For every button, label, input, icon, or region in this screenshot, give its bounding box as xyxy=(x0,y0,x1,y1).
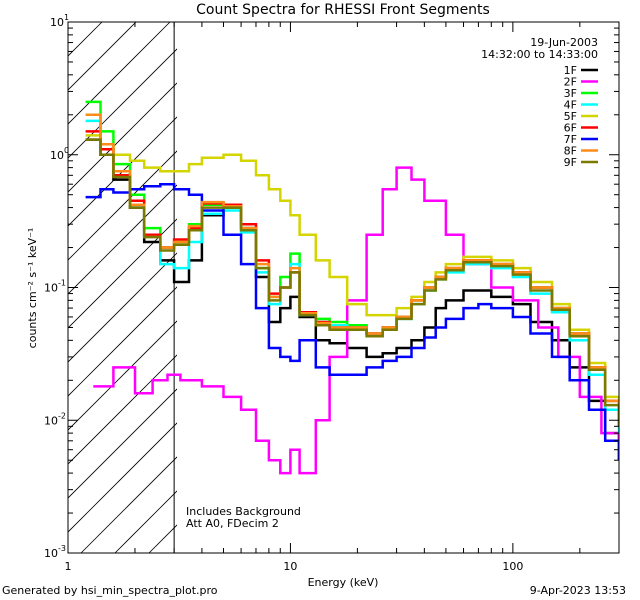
series-line-4F xyxy=(85,119,619,434)
y-tick-label: 100 xyxy=(50,146,69,162)
annotation-attenuator: Att A0, FDecim 2 xyxy=(186,517,279,530)
legend-label-8F: 8F xyxy=(564,145,577,158)
observation-date: 19-Jun-2003 xyxy=(530,36,598,49)
annotation-background: Includes Background xyxy=(186,505,301,518)
hatch-line xyxy=(68,48,177,159)
y-tick-label: 10-3 xyxy=(44,544,66,560)
footer-generated-by: Generated by hsi_min_spectra_plot.pro xyxy=(2,584,218,597)
hatch-line xyxy=(114,490,177,553)
series-line-7F xyxy=(85,182,619,461)
legend-label-5F: 5F xyxy=(564,110,577,123)
series-line-5F xyxy=(85,134,619,421)
y-tick-label: 10-1 xyxy=(44,279,66,295)
hatch-line xyxy=(68,388,177,499)
footer-timestamp: 9-Apr-2023 13:53 xyxy=(530,584,626,597)
hatch-line xyxy=(68,286,177,397)
series-line-2F xyxy=(93,166,619,475)
hatch-line xyxy=(68,422,177,533)
legend-label-2F: 2F xyxy=(564,76,577,89)
hatch-line xyxy=(68,116,177,227)
hatch-line xyxy=(68,22,171,125)
legend-label-7F: 7F xyxy=(564,133,577,146)
series-lines xyxy=(85,100,619,475)
y-axis-label: counts cm⁻² s⁻¹ keV⁻¹ xyxy=(26,228,39,349)
y-tick-label: 101 xyxy=(50,13,69,29)
legend-label-6F: 6F xyxy=(564,122,577,135)
axis-ticks xyxy=(67,21,620,554)
hatch-line xyxy=(68,82,177,193)
observation-time-range: 14:32:00 to 14:33:00 xyxy=(481,48,598,61)
hatch-line xyxy=(68,218,177,329)
legend-label-1F: 1F xyxy=(564,64,577,77)
legend-label-3F: 3F xyxy=(564,87,577,100)
hatch-line xyxy=(80,456,177,553)
series-line-6F xyxy=(85,130,619,427)
x-tick-label: 10 xyxy=(283,560,297,573)
series-line-1F xyxy=(85,138,619,461)
x-axis-label: Energy (keV) xyxy=(308,576,379,589)
series-line-9F xyxy=(85,138,619,427)
hatch-line xyxy=(68,252,177,363)
x-tick-label: 1 xyxy=(65,560,72,573)
chart-title: Count Spectra for RHESSI Front Segments xyxy=(196,2,490,18)
x-tick-label: 100 xyxy=(502,560,523,573)
legend-label-9F: 9F xyxy=(564,156,577,169)
y-tick-label: 10-2 xyxy=(44,411,66,427)
legend-label-4F: 4F xyxy=(564,99,577,112)
